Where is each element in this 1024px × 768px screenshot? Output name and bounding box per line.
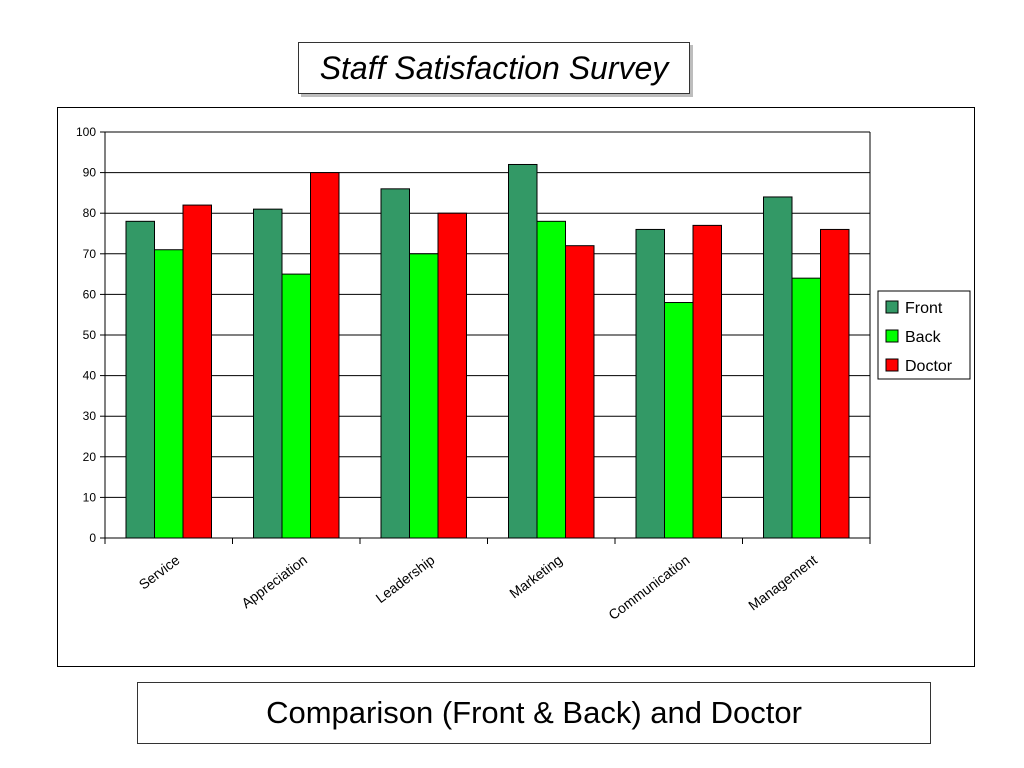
bar-doctor-communication bbox=[692, 224, 722, 539]
bar-back-management bbox=[791, 277, 821, 539]
bar-front-appreciation bbox=[253, 208, 283, 539]
bar-chart: 0 10 20 30 40 50 60 70 80 90 100 Service Appreciatio… bbox=[76, 125, 971, 623]
chart-frame: 0 10 20 30 40 50 60 70 80 90 100 Service Appreciatio… bbox=[57, 107, 975, 667]
x-category-label: Management bbox=[745, 552, 820, 614]
bar-doctor-leadership bbox=[437, 212, 467, 539]
bar-front-service bbox=[125, 220, 155, 539]
y-tick-label: 10 bbox=[83, 490, 97, 504]
x-category-label: Service bbox=[136, 551, 183, 592]
legend-label-back: Back bbox=[905, 329, 942, 346]
caption-box: Comparison (Front & Back) and Doctor bbox=[137, 682, 931, 744]
x-category-label: Marketing bbox=[506, 552, 565, 602]
bar-back-leadership bbox=[409, 253, 439, 539]
bar-front-management bbox=[763, 196, 793, 539]
legend-label-doctor: Doctor bbox=[905, 358, 953, 375]
x-category-label: Leadership bbox=[373, 551, 438, 606]
bar-front-communication bbox=[635, 228, 665, 539]
y-tick-label: 20 bbox=[83, 450, 97, 464]
bar-front-leadership bbox=[380, 188, 410, 539]
legend-swatch-front bbox=[885, 300, 899, 314]
legend-swatch-back bbox=[885, 329, 899, 343]
x-category-label: Communication bbox=[605, 552, 692, 623]
y-tick-label: 30 bbox=[83, 409, 97, 423]
bar-doctor-appreciation bbox=[310, 172, 340, 539]
bar-back-marketing bbox=[536, 220, 566, 539]
bar-doctor-service bbox=[182, 204, 212, 539]
bar-front-marketing bbox=[508, 163, 538, 539]
bar-back-communication bbox=[664, 302, 694, 539]
chart-caption: Comparison (Front & Back) and Doctor bbox=[266, 695, 802, 730]
bar-doctor-management bbox=[820, 228, 850, 539]
title-box: Staff Satisfaction Survey bbox=[298, 42, 690, 94]
legend-swatch-doctor bbox=[885, 358, 899, 372]
bar-back-service bbox=[154, 249, 184, 539]
x-category-label: Appreciation bbox=[238, 552, 310, 612]
y-tick-label: 80 bbox=[83, 206, 97, 220]
y-tick-label: 50 bbox=[83, 328, 97, 342]
bar-back-appreciation bbox=[281, 273, 311, 539]
y-tick-label: 40 bbox=[83, 369, 97, 383]
y-tick-label: 0 bbox=[89, 531, 96, 545]
bar-doctor-marketing bbox=[565, 245, 595, 539]
y-tick-label: 90 bbox=[83, 166, 97, 180]
y-tick-label: 60 bbox=[83, 287, 97, 301]
y-tick-label: 70 bbox=[83, 247, 97, 261]
y-tick-label: 100 bbox=[76, 125, 96, 139]
legend-label-front: Front bbox=[905, 300, 943, 317]
page-title: Staff Satisfaction Survey bbox=[319, 49, 669, 86]
